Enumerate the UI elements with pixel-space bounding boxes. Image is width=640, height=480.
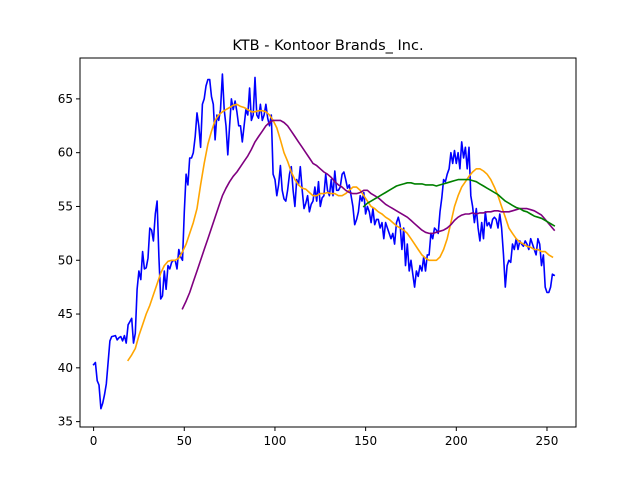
series-line-4 xyxy=(362,178,556,227)
plot-frame xyxy=(79,57,577,428)
y-tick-label: 40 xyxy=(58,361,73,375)
y-tick-label: 35 xyxy=(58,415,73,429)
y-tick-label: 65 xyxy=(58,92,73,106)
x-tick-label: 200 xyxy=(445,434,468,448)
x-tick-label: 250 xyxy=(536,434,559,448)
chart-title: KTB - Kontoor Brands_ Inc. xyxy=(232,38,423,54)
series-line-3 xyxy=(181,119,556,310)
x-tick-label: 150 xyxy=(354,434,377,448)
series-line-1 xyxy=(92,73,556,410)
y-tick-label: 60 xyxy=(58,146,73,160)
x-tick-label: 100 xyxy=(264,434,287,448)
axes-layer: 0 50 100 150 200 250 35 40 45 50 55 60 65 xyxy=(58,57,577,448)
y-tick-label: 55 xyxy=(58,199,73,213)
x-tick-label: 0 xyxy=(90,434,98,448)
series-layer xyxy=(92,73,556,410)
series-line-2 xyxy=(126,103,554,362)
y-tick-label: 45 xyxy=(58,307,73,321)
x-tick-label: 50 xyxy=(177,434,192,448)
y-tick-label: 50 xyxy=(58,253,73,267)
